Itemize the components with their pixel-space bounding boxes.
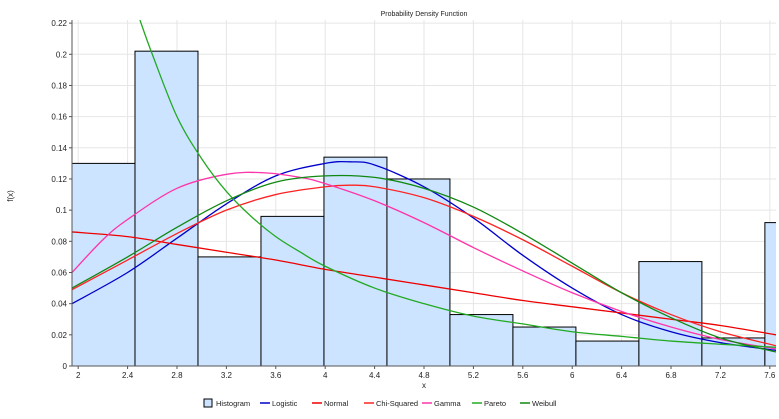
histogram-bar	[260, 215, 325, 366]
x-tick-label: 6.4	[616, 371, 628, 380]
legend-label: Weibull	[532, 399, 557, 408]
legend-item-gamma: Gamma	[422, 399, 462, 408]
legend-label: Chi-Squared	[376, 399, 418, 408]
y-tick-label: 0	[63, 362, 68, 371]
y-tick-label: 0.22	[51, 19, 67, 28]
histogram-bar	[764, 222, 776, 366]
fitted-curves	[72, 20, 776, 353]
x-tick-label: 4.8	[418, 371, 430, 380]
x-tick-label: 7.6	[764, 371, 776, 380]
curve-gamma	[72, 171, 776, 350]
x-tick-label: 4	[323, 371, 328, 380]
legend-label: Normal	[324, 399, 349, 408]
x-tick-label: 5.2	[468, 371, 480, 380]
curve-weibull	[72, 174, 776, 353]
legend: Histogram Logistic Normal Chi-Squared Gamma P…	[203, 398, 557, 408]
legend-item-logistic: Logistic	[260, 399, 298, 408]
x-tick-label: 6	[570, 371, 575, 380]
curve-normal	[72, 231, 776, 336]
curve-pareto	[139, 20, 776, 348]
curve-chi-squared	[72, 184, 776, 347]
y-tick-labels: 0 0.02 0.04 0.06 0.08 0.1 0.12 0.14 0.16 0.18 0.2 0…	[51, 19, 72, 371]
y-tick-label: 0.06	[51, 268, 67, 277]
legend-swatch	[203, 398, 213, 408]
legend-label: Histogram	[216, 399, 250, 408]
x-tick-label: 6.8	[665, 371, 677, 380]
x-tick-labels: 2 2.4 2.8 3.2 3.6 4 4.4 4.8 5.2 5.6 6 6.4 6.8 7.2 7.6	[76, 366, 776, 380]
x-tick-label: 2	[76, 371, 81, 380]
x-tick-label: 7.2	[715, 371, 727, 380]
x-axis-title: x	[422, 381, 426, 390]
x-tick-label: 4.4	[369, 371, 381, 380]
y-tick-label: 0.12	[51, 175, 67, 184]
histogram-bar	[449, 314, 514, 366]
x-tick-label: 2.8	[171, 371, 183, 380]
y-tick-label: 0.04	[51, 300, 67, 309]
y-tick-label: 0.1	[56, 206, 68, 215]
x-tick-label: 3.2	[221, 371, 233, 380]
y-tick-label: 0.2	[56, 50, 68, 59]
legend-item-chi-squared: Chi-Squared	[364, 399, 418, 408]
legend-label: Logistic	[272, 399, 298, 408]
legend-label: Gamma	[434, 399, 462, 408]
histogram-bar	[197, 256, 262, 366]
x-tick-label: 2.4	[122, 371, 134, 380]
y-tick-label: 0.18	[51, 81, 67, 90]
histogram-bar	[134, 50, 199, 366]
histogram-bar	[512, 326, 577, 366]
histogram-bar	[72, 162, 136, 366]
y-axis-title: f(x)	[6, 190, 15, 202]
legend-item-histogram: Histogram	[203, 398, 250, 408]
histogram-bar	[386, 178, 451, 366]
y-tick-label: 0.08	[51, 237, 67, 246]
y-tick-label: 0.14	[51, 144, 67, 153]
legend-item-normal: Normal	[312, 399, 349, 408]
legend-item-pareto: Pareto	[472, 399, 506, 408]
legend-item-weibull: Weibull	[520, 399, 557, 408]
x-tick-label: 5.6	[517, 371, 529, 380]
histogram-bar	[323, 156, 388, 366]
legend-label: Pareto	[484, 399, 506, 408]
chart-title: Probability Density Function	[381, 11, 468, 18]
y-tick-label: 0.16	[51, 113, 67, 122]
histogram-bar	[575, 340, 640, 366]
x-tick-label: 3.6	[270, 371, 282, 380]
histogram-bars	[72, 50, 776, 366]
y-tick-label: 0.02	[51, 331, 67, 340]
